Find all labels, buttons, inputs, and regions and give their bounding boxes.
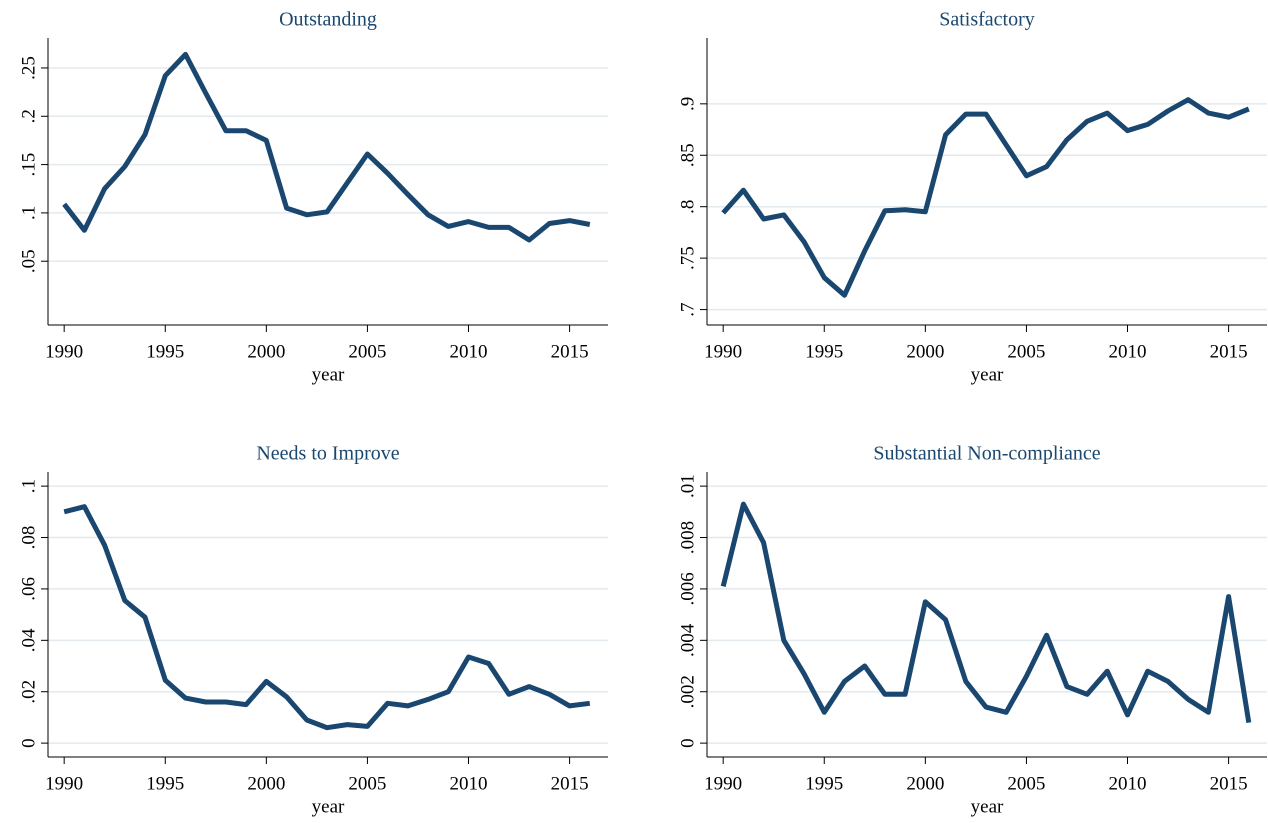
x-tick-label: 2005 xyxy=(1007,773,1045,794)
chart-title: Satisfactory xyxy=(939,9,1035,31)
y-tick-label: .75 xyxy=(677,246,698,270)
y-tick-label: .06 xyxy=(18,577,39,601)
y-tick-label: .7 xyxy=(677,302,698,316)
x-axis-label: year xyxy=(312,796,345,817)
x-tick-label: 1995 xyxy=(146,773,184,794)
y-tick-label: .008 xyxy=(677,521,698,554)
y-tick-label: .05 xyxy=(18,249,39,273)
x-tick-label: 2015 xyxy=(551,341,589,362)
chart-title: Needs to Improve xyxy=(256,443,399,465)
y-tick-label: .02 xyxy=(18,680,39,704)
y-tick-label: .15 xyxy=(18,153,39,177)
y-tick-label: .2 xyxy=(18,109,39,123)
x-tick-label: 2015 xyxy=(1210,773,1248,794)
x-axis-label: year xyxy=(312,364,345,385)
x-tick-label: 2005 xyxy=(1007,341,1045,362)
x-tick-label: 1995 xyxy=(805,773,843,794)
x-tick-label: 2015 xyxy=(551,773,589,794)
data-line xyxy=(62,51,591,243)
x-tick-label: 2010 xyxy=(450,773,488,794)
x-tick-label: 2015 xyxy=(1210,341,1248,362)
x-tick-label: 1990 xyxy=(45,773,83,794)
x-tick-label: 1995 xyxy=(146,341,184,362)
y-tick-label: .08 xyxy=(18,526,39,550)
x-tick-label: 2005 xyxy=(348,341,386,362)
x-tick-label: 1995 xyxy=(805,341,843,362)
chart-title: Substantial Non-compliance xyxy=(873,443,1100,465)
data-line xyxy=(720,501,1252,723)
x-tick-label: 2005 xyxy=(348,773,386,794)
y-tick-label: 0 xyxy=(677,738,698,748)
x-tick-label: 1990 xyxy=(704,773,742,794)
y-tick-label: .1 xyxy=(18,479,39,493)
y-tick-label: .002 xyxy=(677,675,698,708)
x-tick-label: 2010 xyxy=(1109,341,1147,362)
data-line xyxy=(721,97,1250,298)
x-tick-label: 2000 xyxy=(906,341,944,362)
x-tick-label: 1990 xyxy=(45,341,83,362)
x-tick-label: 2010 xyxy=(1109,773,1147,794)
x-axis-label: year xyxy=(971,364,1004,385)
x-tick-label: 1990 xyxy=(704,341,742,362)
y-tick-label: .9 xyxy=(677,97,698,111)
x-tick-label: 2000 xyxy=(247,773,285,794)
data-line xyxy=(63,504,591,731)
y-tick-label: .1 xyxy=(18,206,39,220)
y-tick-label: .006 xyxy=(677,572,698,605)
y-tick-label: .25 xyxy=(18,56,39,80)
chart-title: Outstanding xyxy=(279,9,377,31)
y-tick-label: .8 xyxy=(677,200,698,214)
y-tick-label: .04 xyxy=(18,628,39,652)
y-tick-label: 0 xyxy=(18,738,39,748)
x-tick-label: 2010 xyxy=(450,341,488,362)
x-axis-label: year xyxy=(971,796,1004,817)
y-tick-label: .85 xyxy=(677,143,698,167)
y-tick-label: .004 xyxy=(677,623,698,657)
x-tick-label: 2000 xyxy=(906,773,944,794)
y-tick-label: .01 xyxy=(677,474,698,498)
x-tick-label: 2000 xyxy=(247,341,285,362)
